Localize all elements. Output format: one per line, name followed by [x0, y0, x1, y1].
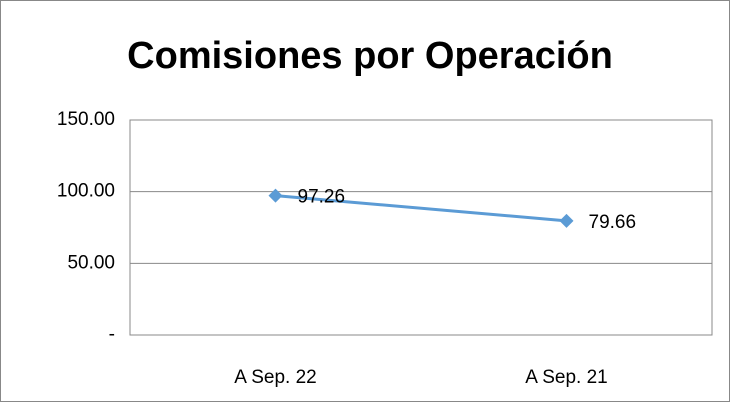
x-tick-label: A Sep. 22: [234, 367, 316, 388]
y-tick-label: 100.00: [57, 181, 115, 202]
x-tick-label: A Sep. 21: [525, 367, 607, 388]
y-tick-label: -: [109, 324, 115, 345]
marker: [268, 188, 283, 203]
chart-title: Comisiones por Operación: [127, 35, 613, 77]
y-tick-label: 150.00: [57, 109, 115, 130]
y-tick-label: 50.00: [67, 252, 115, 273]
marker: [559, 213, 574, 228]
line: [275, 194, 567, 223]
data-label: 79.66: [589, 212, 637, 233]
data-label: 97.26: [298, 187, 346, 208]
